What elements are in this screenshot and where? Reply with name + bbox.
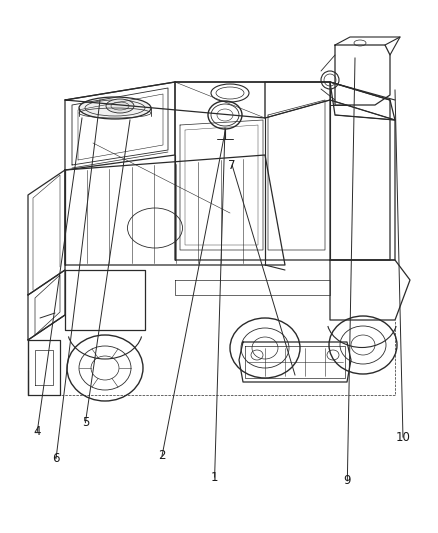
Text: 10: 10 <box>396 431 410 443</box>
Text: 1: 1 <box>211 471 219 483</box>
Text: 6: 6 <box>52 452 60 465</box>
Text: 9: 9 <box>343 474 351 487</box>
Text: 5: 5 <box>82 416 89 429</box>
Ellipse shape <box>79 97 151 119</box>
Text: 7: 7 <box>228 159 236 172</box>
Text: 2: 2 <box>158 449 166 462</box>
Ellipse shape <box>106 99 134 113</box>
Text: 4: 4 <box>33 425 41 438</box>
